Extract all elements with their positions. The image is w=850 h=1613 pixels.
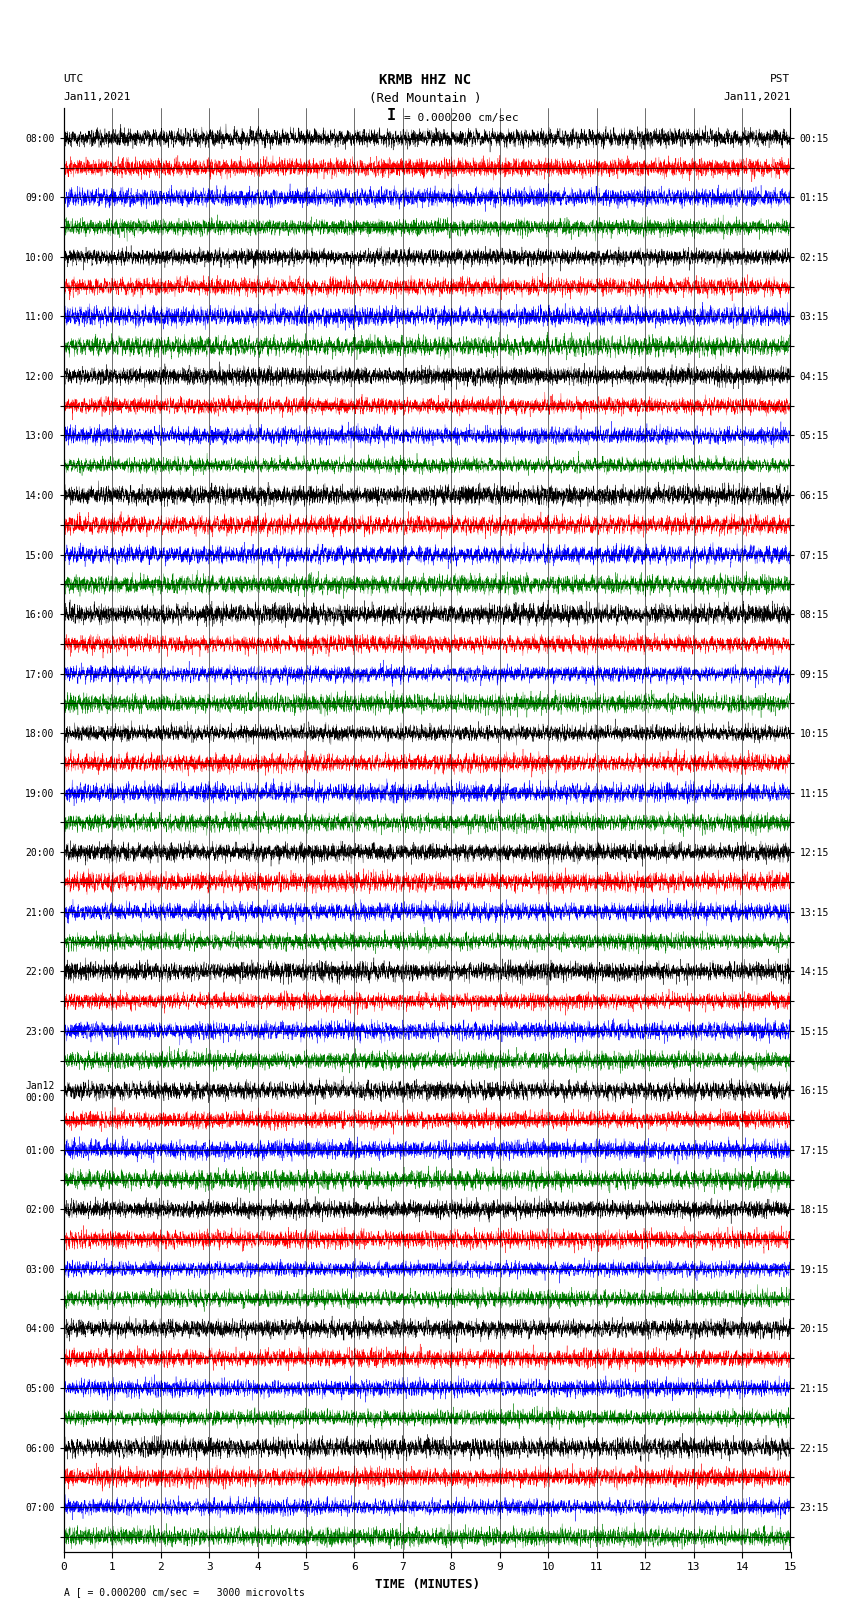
Text: A [ = 0.000200 cm/sec =   3000 microvolts: A [ = 0.000200 cm/sec = 3000 microvolts	[64, 1587, 304, 1597]
Text: Jan11,2021: Jan11,2021	[723, 92, 791, 102]
Text: = 0.000200 cm/sec: = 0.000200 cm/sec	[404, 113, 518, 123]
Text: PST: PST	[770, 74, 790, 84]
Text: UTC: UTC	[64, 74, 84, 84]
Text: Jan11,2021: Jan11,2021	[64, 92, 131, 102]
Text: (Red Mountain ): (Red Mountain )	[369, 92, 481, 105]
Text: I: I	[387, 108, 395, 123]
Text: KRMB HHZ NC: KRMB HHZ NC	[379, 73, 471, 87]
X-axis label: TIME (MINUTES): TIME (MINUTES)	[375, 1578, 479, 1590]
